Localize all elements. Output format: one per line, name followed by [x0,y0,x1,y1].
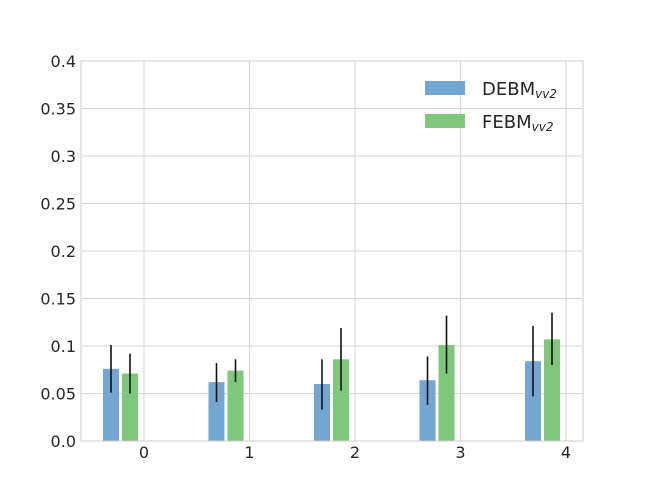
legend-label-subscript: vv2 [535,87,557,101]
bar-febm-0 [122,373,138,441]
bar-debm-3 [419,380,436,441]
x-tick-label: 0 [139,443,149,462]
bars [103,339,560,441]
bar-febm-3 [438,345,455,441]
x-tick-label: 2 [350,443,360,462]
x-tick-label: 4 [561,443,571,462]
y-tick-label: 0.05 [40,385,76,404]
y-tick-label: 0.25 [40,195,76,214]
x-axis: 0 1 2 3 4 [139,443,571,462]
x-tick-label: 3 [455,443,465,462]
y-tick-label: 0.1 [51,337,76,356]
error-bars [110,312,553,410]
bar-debm-4 [525,361,541,441]
bar-febm-4 [544,339,560,441]
y-tick-label: 0.15 [40,290,76,309]
y-tick-label: 0.2 [51,242,76,261]
bar-febm-2 [333,359,349,441]
y-tick-label: 0.4 [51,52,76,71]
legend-label-subscript: vv2 [532,120,554,134]
y-tick-label: 0.3 [51,147,76,166]
y-tick-label: 0.0 [51,432,76,451]
bar-febm-1 [227,370,244,441]
bar-debm-2 [314,384,330,441]
legend-swatch [425,114,465,128]
y-tick-label: 0.35 [40,100,76,119]
bar-debm-1 [208,382,225,441]
bar-debm-0 [103,368,119,441]
y-axis: 0.0 0.05 0.1 0.15 0.2 0.25 0.3 0.35 0.4 [40,52,76,451]
x-tick-label: 1 [244,443,254,462]
plot-frame [80,60,584,442]
legend-swatch [425,81,465,95]
